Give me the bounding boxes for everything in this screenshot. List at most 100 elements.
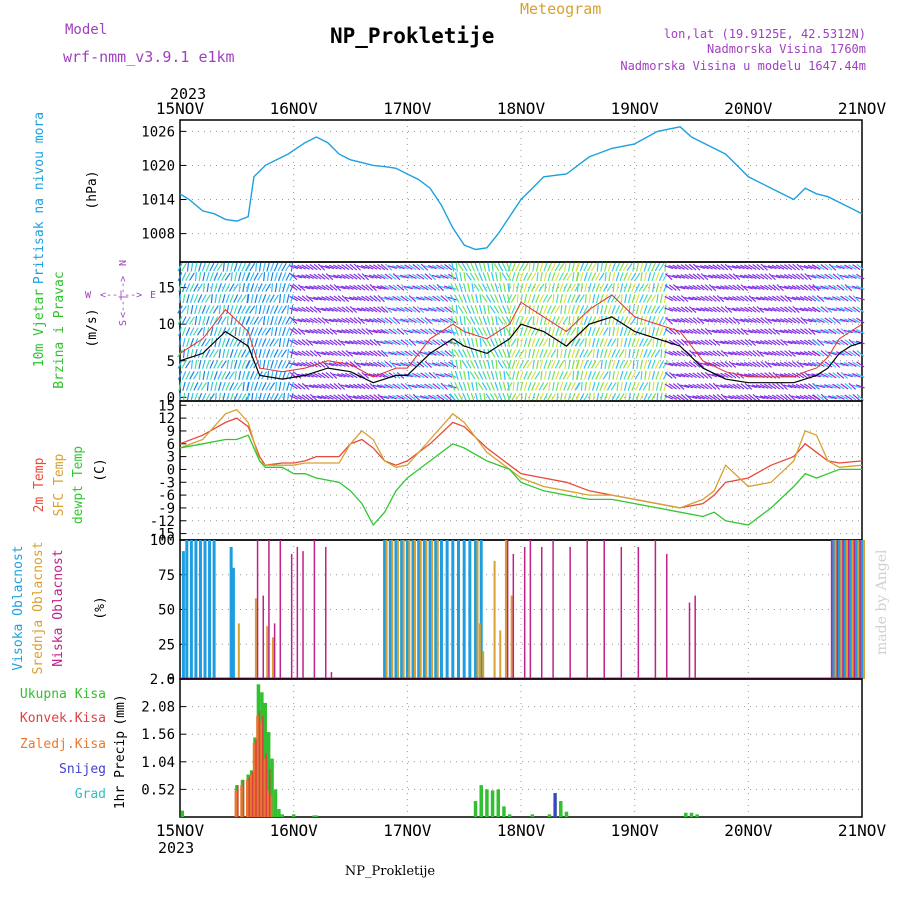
wind-arrow: [497, 262, 504, 272]
wind-arrow: [828, 284, 837, 291]
wind-arrow: [595, 272, 601, 281]
wind-arrow: [795, 284, 805, 291]
wind-arrow: [851, 373, 861, 378]
wind-arrow: [599, 327, 605, 336]
wind-arrow: [519, 360, 525, 369]
wind-arrow: [547, 370, 552, 380]
date-label-top: 19NOV: [611, 99, 660, 118]
wind-arrow: [764, 284, 773, 291]
wind-arrow: [440, 264, 449, 270]
wind-arrow: [692, 395, 702, 400]
wind-arrow: [329, 328, 338, 335]
wind-arrow: [297, 350, 306, 357]
wind-arrow: [772, 328, 780, 335]
wind-arrow: [396, 307, 405, 312]
wind-arrow: [724, 383, 733, 389]
wind-arrow: [301, 350, 310, 357]
wind-arrow: [567, 348, 572, 358]
wind-arrow: [297, 394, 306, 401]
wind-arrow: [812, 318, 821, 323]
wind-arrow: [783, 340, 793, 345]
wind-arrow: [708, 318, 717, 323]
wind-arrow: [194, 305, 198, 315]
temp-labels: 2m Temp SFC Temp dewpt Temp (C): [32, 446, 108, 524]
wind-arrow: [377, 264, 386, 271]
temp-ytick-label: 3: [167, 450, 175, 466]
wind-arrow: [607, 349, 612, 358]
wind-arrow: [324, 318, 334, 323]
wind-arrow: [494, 370, 499, 380]
wind-arrow: [571, 305, 576, 315]
wind-arrow: [812, 394, 821, 401]
wind-arrow: [514, 349, 521, 358]
wind-arrow: [600, 359, 603, 369]
wind-arrow: [365, 383, 374, 390]
wind-arrow: [440, 350, 449, 357]
wind-arrow: [380, 395, 390, 400]
temp-ytick-label: 0: [167, 462, 175, 478]
wind-arrow: [740, 264, 749, 270]
wind-arrow: [662, 272, 669, 281]
wind-arrow: [635, 294, 640, 304]
wind-arrow: [700, 383, 709, 390]
wind-arrow: [466, 349, 472, 358]
mid-cloud-bar: [266, 626, 269, 679]
wind-arrow: [534, 283, 541, 292]
wind-arrow: [301, 264, 310, 270]
wind-arrow: [240, 294, 247, 303]
wind-arrow: [680, 350, 689, 357]
high-cloud-bar: [434, 540, 438, 679]
wind-arrow: [523, 381, 528, 391]
wind-arrow: [201, 305, 207, 314]
wind-arrow: [803, 394, 813, 400]
wind-arrow: [467, 381, 471, 391]
wind-arrow: [277, 349, 283, 358]
wind-arrow: [201, 393, 207, 402]
wind-arrow: [627, 337, 632, 347]
wind-arrow: [408, 306, 417, 313]
wind-arrow: [467, 326, 471, 337]
wind-arrow: [571, 392, 576, 402]
wind-arrow: [348, 351, 358, 356]
wind-arrow: [524, 305, 527, 315]
wind-arrow: [586, 349, 593, 358]
wind-arrow: [177, 272, 183, 282]
wind-arrow: [523, 272, 529, 281]
precip-legend-frozen: Zaledj.Kisa: [20, 737, 106, 752]
wind-arrow: [820, 263, 829, 271]
wind-arrow: [419, 351, 429, 356]
wind-arrow: [341, 393, 350, 401]
wind-arrow: [566, 371, 573, 380]
wind-arrow: [768, 273, 776, 281]
wind-arrow: [768, 328, 777, 335]
wind-arrow: [567, 262, 571, 272]
wind-arrow: [816, 306, 825, 313]
wind-arrow: [336, 285, 346, 290]
wind-arrow: [839, 318, 849, 323]
wind-arrow: [654, 360, 660, 369]
wind-arrow: [540, 370, 543, 380]
wind-arrow: [213, 327, 218, 336]
total-precip-bar: [496, 789, 501, 817]
wind-arrow: [531, 305, 536, 315]
wind-arrow: [816, 338, 825, 346]
wind-arrow: [281, 272, 287, 282]
wind-arrow: [590, 360, 597, 369]
wind-arrow: [309, 393, 318, 401]
wind-arrow: [807, 318, 817, 323]
wind-arrow: [783, 329, 793, 334]
wind-arrow: [439, 285, 449, 290]
wind-arrow: [313, 285, 322, 291]
wind-arrow: [273, 349, 279, 358]
wind-arrow: [454, 382, 460, 391]
wind-arrow: [795, 383, 805, 389]
wind-legend-arrow-2: <--|-->: [118, 276, 129, 318]
wind-arrow: [202, 326, 206, 337]
wind-arrow: [543, 359, 548, 369]
wind-arrow: [599, 294, 604, 304]
wind-arrow: [728, 284, 737, 291]
wind-arrow: [551, 283, 555, 293]
wind-arrow: [832, 360, 841, 368]
wind-arrow: [360, 351, 370, 356]
wind-arrow: [643, 262, 648, 272]
